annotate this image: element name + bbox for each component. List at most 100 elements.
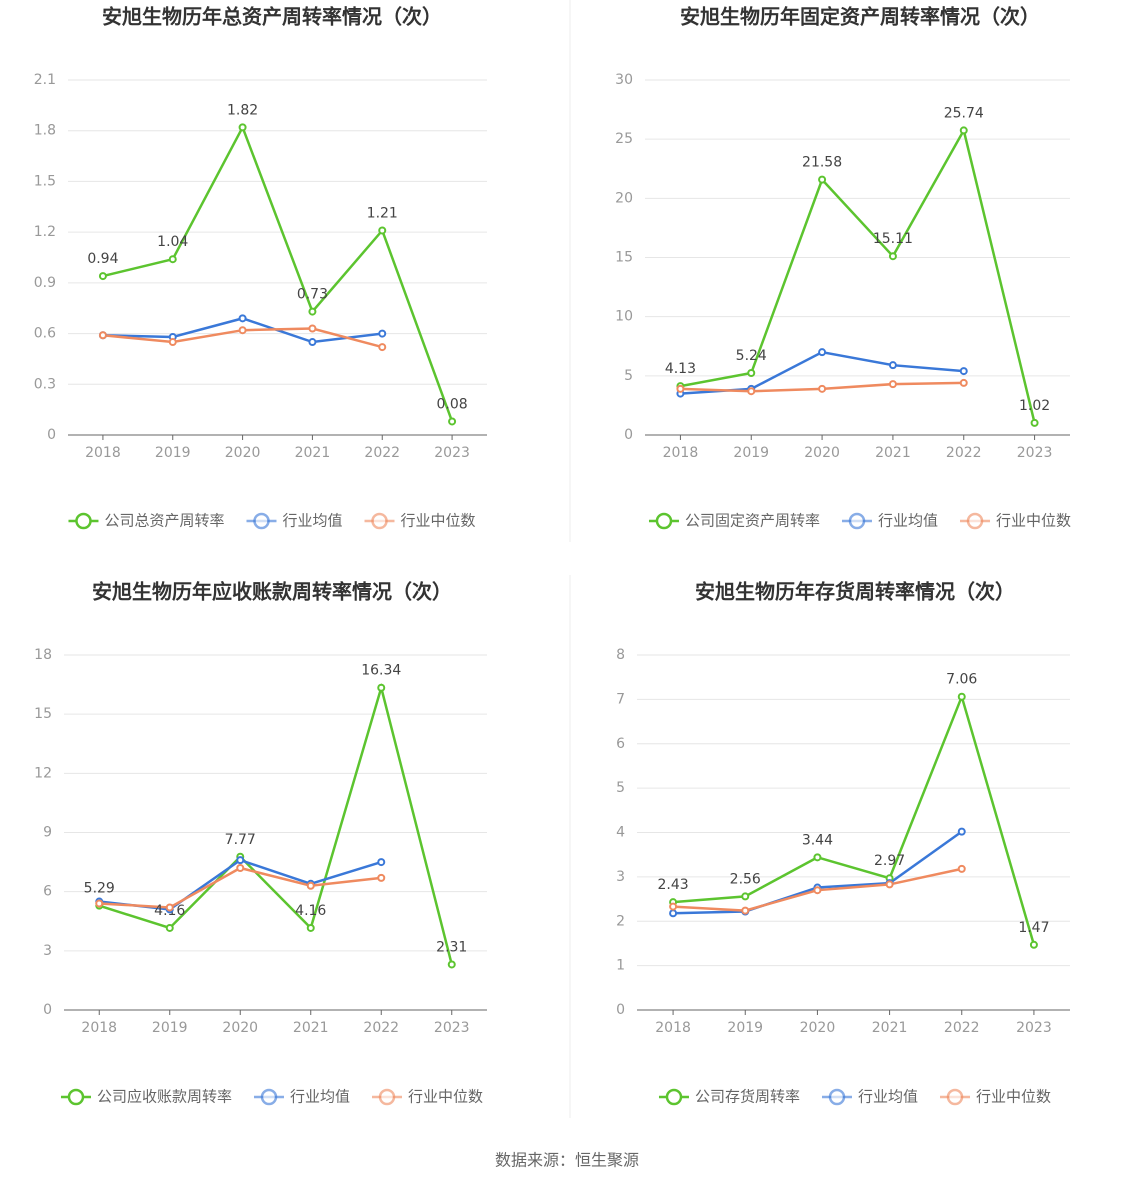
legend-marker	[260, 1088, 278, 1106]
legend-label: 公司固定资产周转率	[685, 512, 820, 530]
x-tick-label: 2023	[434, 1020, 470, 1036]
y-tick-label: 15	[615, 250, 633, 266]
data-point	[377, 683, 386, 692]
data-point	[238, 326, 247, 335]
data-label: 4.13	[665, 361, 696, 377]
y-tick-label: 0.9	[34, 275, 56, 291]
y-tick-label: 5	[624, 368, 633, 384]
data-point	[957, 692, 966, 701]
data-label: 2.56	[730, 871, 761, 887]
data-point	[741, 906, 750, 915]
data-point	[813, 853, 822, 862]
legend-label: 公司应收账款周转率	[97, 1088, 232, 1106]
data-label: 1.04	[157, 234, 188, 250]
series-line	[102, 124, 454, 422]
source-note: 数据来源：恒生聚源	[495, 1151, 639, 1170]
y-tick-label: 20	[615, 190, 633, 206]
y-tick-label: 3	[43, 943, 52, 959]
data-point	[676, 384, 685, 393]
chart-title: 安旭生物历年存货周转率情况（次）	[695, 580, 1015, 604]
y-tick-label: 0	[43, 1002, 52, 1018]
legend-label: 行业中位数	[976, 1088, 1051, 1106]
data-point	[308, 338, 317, 347]
legend-label: 行业均值	[858, 1088, 918, 1106]
data-point	[95, 899, 104, 908]
y-tick-label: 1.8	[34, 123, 56, 139]
data-point	[669, 909, 678, 918]
data-point	[747, 387, 756, 396]
data-point	[377, 873, 386, 882]
data-point	[888, 252, 897, 261]
x-tick-label: 2021	[293, 1020, 329, 1036]
data-point	[165, 923, 174, 932]
data-point	[1030, 418, 1039, 427]
legend-marker	[946, 1088, 964, 1106]
data-point	[818, 348, 827, 357]
y-tick-label: 18	[34, 647, 52, 663]
data-label: 21.58	[802, 155, 842, 171]
data-point	[236, 864, 245, 872]
y-tick-label: 15	[34, 706, 52, 722]
x-tick-label: 2019	[727, 1020, 763, 1036]
y-tick-label: 2	[616, 913, 625, 929]
y-tick-label: 4	[616, 825, 625, 841]
y-tick-label: 6	[616, 736, 625, 752]
legend-marker	[378, 1088, 396, 1106]
data-point	[959, 367, 968, 376]
data-point	[98, 331, 107, 340]
legend-marker	[848, 512, 866, 530]
x-tick-label: 2020	[222, 1020, 258, 1036]
data-point	[238, 314, 247, 323]
data-point	[168, 255, 177, 264]
x-tick-label: 2018	[663, 445, 699, 461]
y-tick-label: 12	[34, 765, 52, 781]
data-label: 1.47	[1018, 920, 1049, 936]
y-tick-label: 1	[616, 958, 625, 974]
data-point	[308, 324, 317, 333]
y-tick-label: 5	[616, 780, 625, 796]
y-tick-label: 1.5	[34, 173, 56, 189]
legend-label: 行业中位数	[401, 512, 476, 530]
legend: 公司固定资产周转率 行业均值 行业中位数	[648, 512, 1071, 530]
legend-label: 行业均值	[282, 512, 342, 530]
data-point	[448, 417, 457, 426]
legend-label: 行业均值	[290, 1088, 350, 1106]
y-tick-label: 10	[615, 309, 633, 325]
legend: 公司总资产周转率 行业均值 行业中位数	[68, 512, 476, 530]
y-tick-label: 1.2	[34, 224, 56, 240]
x-tick-label: 2020	[225, 445, 261, 461]
series-line	[98, 683, 453, 965]
x-tick-label: 2021	[875, 445, 911, 461]
y-tick-label: 2.1	[34, 72, 56, 88]
x-tick-label: 2021	[872, 1020, 908, 1036]
data-point	[378, 226, 387, 235]
data-point	[957, 827, 966, 836]
data-label: 1.02	[1019, 398, 1050, 414]
data-label: 0.94	[87, 251, 118, 267]
series-line	[672, 692, 1036, 946]
data-label: 15.11	[873, 231, 913, 247]
data-label: 3.44	[802, 832, 833, 848]
data-point	[447, 960, 456, 969]
y-tick-label: 8	[616, 647, 625, 663]
y-tick-label: 7	[616, 691, 625, 707]
data-label: 5.24	[736, 348, 767, 364]
data-point	[238, 123, 247, 132]
y-tick-label: 0	[47, 427, 56, 443]
x-tick-label: 2019	[152, 1020, 188, 1036]
y-tick-label: 9	[43, 825, 52, 841]
data-point	[885, 880, 894, 889]
data-point	[959, 378, 968, 387]
data-label: 0.73	[297, 287, 328, 303]
x-tick-label: 2022	[944, 1020, 980, 1036]
y-tick-label: 3	[616, 869, 625, 885]
data-point	[669, 902, 678, 911]
y-tick-label: 0	[616, 1002, 625, 1018]
x-tick-label: 2020	[800, 1020, 836, 1036]
y-tick-label: 0.3	[34, 376, 56, 392]
legend: 公司存货周转率 行业均值 行业中位数	[658, 1088, 1051, 1106]
data-point	[308, 307, 317, 316]
legend-marker	[966, 512, 984, 530]
data-point	[888, 361, 897, 370]
data-label: 16.34	[361, 663, 401, 679]
